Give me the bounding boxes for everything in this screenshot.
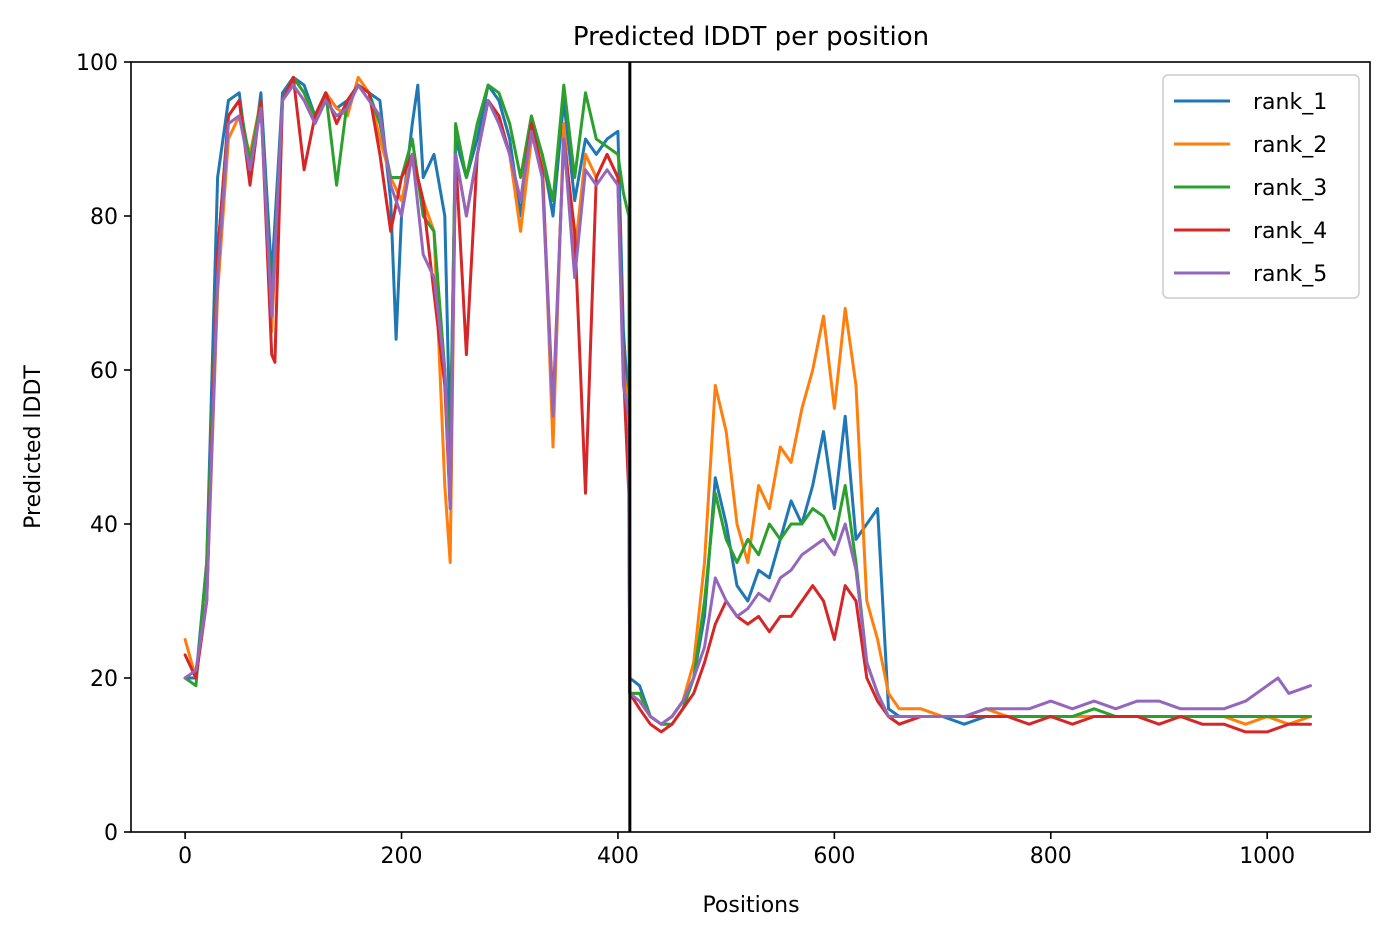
series-line-rank-5 [183, 83, 1312, 726]
x-axis: 0 200 400 600 800 1000 [178, 832, 1295, 869]
x-tick-label: 600 [813, 844, 855, 869]
x-tick-label: 200 [381, 844, 423, 869]
x-tick-label: 1000 [1239, 844, 1295, 869]
y-tick-label: 80 [90, 205, 118, 230]
x-tick-label: 0 [178, 844, 192, 869]
legend-label-rank-3: rank_3 [1253, 176, 1327, 201]
x-axis-title: Positions [702, 893, 799, 918]
y-axis: 0 20 40 60 80 100 [76, 51, 131, 846]
x-tick-label: 800 [1030, 844, 1072, 869]
plot-frame [130, 61, 1371, 833]
y-tick-label: 0 [104, 821, 118, 846]
y-axis-title: Predicted lDDT [21, 365, 46, 529]
y-tick-label: 20 [90, 667, 118, 692]
legend-box [1162, 74, 1360, 299]
legend-label-rank-4: rank_4 [1253, 219, 1327, 244]
legend-label-rank-2: rank_2 [1253, 133, 1327, 158]
legend: rank_1 rank_2 rank_3 rank_4 rank_5 [1162, 74, 1360, 299]
y-tick-label: 100 [76, 51, 118, 76]
chart-title: Predicted lDDT per position [573, 22, 929, 52]
legend-label-rank-5: rank_5 [1253, 262, 1327, 287]
legend-label-rank-1: rank_1 [1253, 90, 1327, 115]
x-tick-label: 400 [597, 844, 639, 869]
y-tick-label: 60 [90, 359, 118, 384]
y-tick-label: 40 [90, 513, 118, 538]
plot-area [130, 61, 1371, 833]
